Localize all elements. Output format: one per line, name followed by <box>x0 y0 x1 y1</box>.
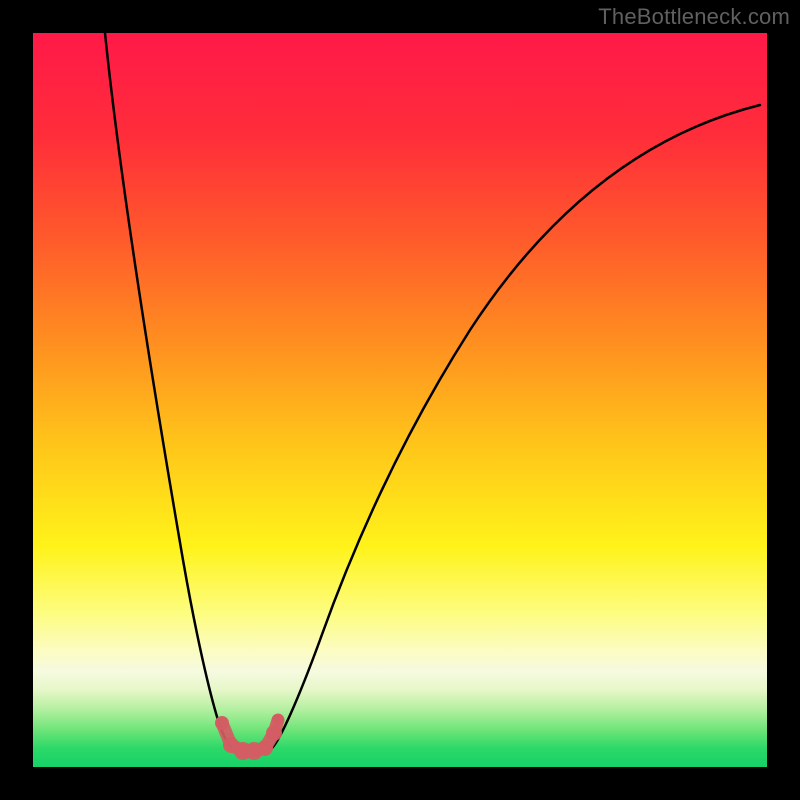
plot-area <box>33 33 767 767</box>
marker-dot <box>215 716 229 730</box>
marker-dot <box>266 725 282 741</box>
chart-stage: TheBottleneck.com <box>0 0 800 800</box>
marker-dot <box>257 740 273 756</box>
watermark-text: TheBottleneck.com <box>598 4 790 30</box>
bottleneck-chart <box>0 0 800 800</box>
marker-dot <box>272 714 284 726</box>
